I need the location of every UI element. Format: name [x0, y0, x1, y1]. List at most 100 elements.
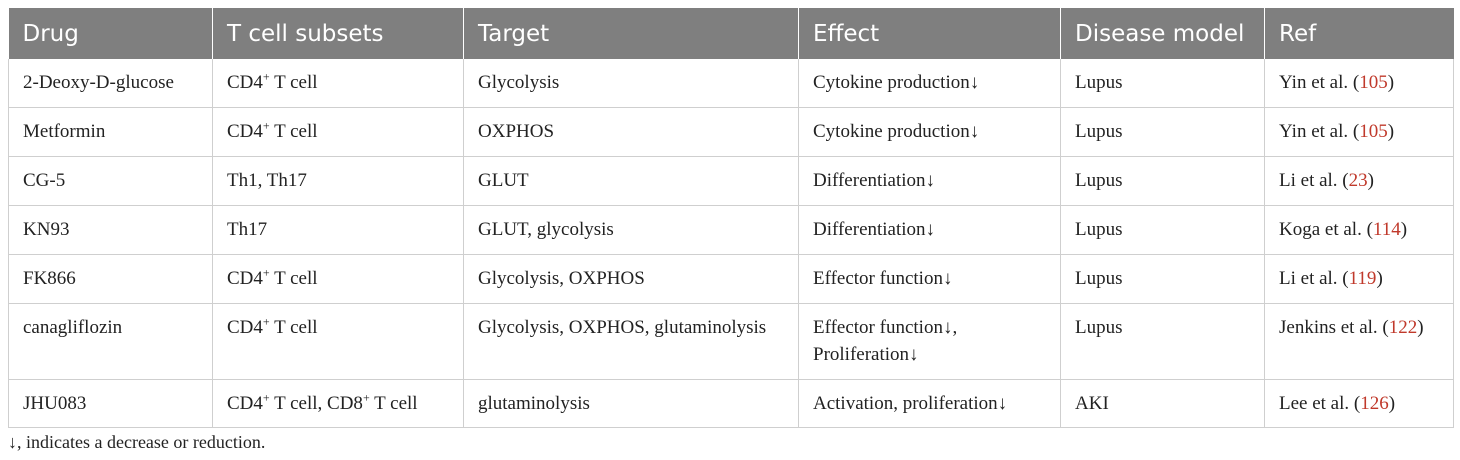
ref-cell: Koga et al. (114): [1264, 205, 1454, 255]
ref-cell: Li et al. (119): [1264, 254, 1454, 304]
effect-cell: Effector function↓, Proliferation↓: [798, 303, 1061, 380]
t-cell-subset-cell: CD4+ T cell: [212, 254, 464, 304]
drug-cell: Metformin: [8, 107, 213, 157]
header-t-cell-subsets: T cell subsets: [212, 8, 464, 59]
ref-cell: Li et al. (23): [1264, 156, 1454, 206]
table-row: Metformin CD4+ T cell OXPHOS Cytokine produ…: [8, 107, 1454, 157]
table-row: FK866 CD4+ T cell Glycolysis, OXPHOS Effect…: [8, 254, 1454, 304]
target-cell: Glycolysis, OXPHOS: [463, 254, 799, 304]
effect-line: Effector function↓: [813, 268, 953, 289]
effect-cell: Effector function↓: [798, 254, 1061, 304]
subset-superscript: +: [262, 390, 270, 405]
table-row: KN93 Th17 GLUT, glycolysis Differentiation↓…: [8, 205, 1454, 255]
header-effect: Effect: [798, 8, 1061, 59]
table-row: JHU083 CD4+ T cell, CD8+ T cell glutaminol…: [8, 379, 1454, 428]
disease-model-cell: Lupus: [1060, 107, 1265, 157]
ref-link[interactable]: 105: [1359, 72, 1388, 93]
disease-model-cell: Lupus: [1060, 205, 1265, 255]
target-cell: GLUT: [463, 156, 799, 206]
subset-rest: T cell: [269, 121, 318, 142]
header-ref: Ref: [1264, 8, 1454, 59]
header-target: Target: [463, 8, 799, 59]
t-cell-subset-cell: CD4+ T cell: [212, 59, 464, 108]
target-cell: GLUT, glycolysis: [463, 205, 799, 255]
ref-author: Li et al. (: [1279, 268, 1349, 289]
drug-cell: 2-Deoxy-D-glucose: [8, 59, 213, 108]
ref-link[interactable]: 126: [1360, 393, 1389, 414]
drug-cell: JHU083: [8, 379, 213, 428]
effect-line: Differentiation↓: [813, 170, 936, 191]
target-cell: OXPHOS: [463, 107, 799, 157]
subset-base: CD4: [227, 121, 263, 142]
effect-cell: Activation, proliferation↓: [798, 379, 1061, 428]
ref-cell: Yin et al. (105): [1264, 59, 1454, 108]
ref-link[interactable]: 23: [1348, 170, 1368, 191]
subset-base: CD4: [227, 393, 263, 414]
t-cell-subset-cell: Th1, Th17: [212, 156, 464, 206]
ref-cell: Lee et al. (126): [1264, 379, 1454, 428]
table-footnote: ↓, indicates a decrease or reduction.: [8, 432, 266, 452]
disease-model-cell: Lupus: [1060, 156, 1265, 206]
ref-link[interactable]: 105: [1359, 121, 1388, 142]
ref-close: ): [1387, 72, 1395, 93]
drug-table-container: Drug T cell subsets Target Effect Diseas…: [8, 8, 1454, 428]
ref-author: Yin et al. (: [1279, 121, 1360, 142]
ref-close: ): [1387, 121, 1395, 142]
header-row: Drug T cell subsets Target Effect Diseas…: [8, 8, 1454, 59]
effect-line: Effector function↓,: [813, 317, 958, 338]
ref-link[interactable]: 119: [1348, 268, 1377, 289]
target-cell: Glycolysis: [463, 59, 799, 108]
disease-model-cell: Lupus: [1060, 59, 1265, 108]
effect-line: Activation, proliferation↓: [813, 393, 1008, 414]
ref-author: Koga et al. (: [1279, 219, 1373, 240]
effect-line: Cytokine production↓: [813, 121, 980, 142]
ref-cell: Yin et al. (105): [1264, 107, 1454, 157]
subset-rest: T cell: [269, 317, 318, 338]
ref-link[interactable]: 114: [1372, 219, 1401, 240]
ref-author: Jenkins et al. (: [1279, 317, 1389, 338]
effect-line: Proliferation↓: [813, 344, 919, 365]
subset-rest: T cell: [369, 393, 418, 414]
effect-line: Cytokine production↓: [813, 72, 980, 93]
t-cell-subset-cell: CD4+ T cell: [212, 107, 464, 157]
target-cell: Glycolysis, OXPHOS, glutaminolysis: [463, 303, 799, 380]
effect-cell: Cytokine production↓: [798, 59, 1061, 108]
ref-close: ): [1417, 317, 1424, 338]
header-drug: Drug: [8, 8, 213, 59]
subset-superscript: +: [262, 118, 270, 133]
subset-base: CD4: [227, 317, 263, 338]
subset-rest: T cell: [269, 268, 318, 289]
effect-line: Differentiation↓: [813, 219, 936, 240]
ref-cell: Jenkins et al. (122): [1264, 303, 1454, 380]
t-cell-subset-cell: Th17: [212, 205, 464, 255]
drug-cell: FK866: [8, 254, 213, 304]
ref-close: ): [1376, 268, 1383, 289]
target-cell: glutaminolysis: [463, 379, 799, 428]
subset-superscript: +: [362, 390, 370, 405]
table-row: CG-5 Th1, Th17 GLUT Differentiation↓ Lupus Li…: [8, 156, 1454, 206]
ref-author: Lee et al. (: [1279, 393, 1361, 414]
drug-cell: KN93: [8, 205, 213, 255]
disease-model-cell: Lupus: [1060, 254, 1265, 304]
t-cell-subset-cell: CD4+ T cell: [212, 303, 464, 380]
subset-superscript: +: [262, 265, 270, 280]
effect-cell: Differentiation↓: [798, 156, 1061, 206]
header-disease-model: Disease model: [1060, 8, 1265, 59]
subset-rest: T cell,: [269, 393, 328, 414]
ref-link[interactable]: 122: [1388, 317, 1418, 338]
ref-author: Li et al. (: [1279, 170, 1349, 191]
subset-superscript: +: [262, 314, 270, 329]
drug-cell: canagliflozin: [8, 303, 213, 380]
subset-base: Th1, Th17: [227, 170, 307, 191]
ref-close: ): [1400, 219, 1408, 240]
subset-base: CD4: [227, 268, 263, 289]
effect-cell: Cytokine production↓: [798, 107, 1061, 157]
ref-close: ): [1388, 393, 1396, 414]
effect-cell: Differentiation↓: [798, 205, 1061, 255]
table-body: 2-Deoxy-D-glucose CD4+ T cell Glycolysis Cy…: [8, 59, 1454, 428]
ref-close: ): [1367, 170, 1374, 191]
subset-base: CD4: [227, 72, 263, 93]
ref-author: Yin et al. (: [1279, 72, 1360, 93]
disease-model-cell: Lupus: [1060, 303, 1265, 380]
subset-rest: T cell: [269, 72, 318, 93]
